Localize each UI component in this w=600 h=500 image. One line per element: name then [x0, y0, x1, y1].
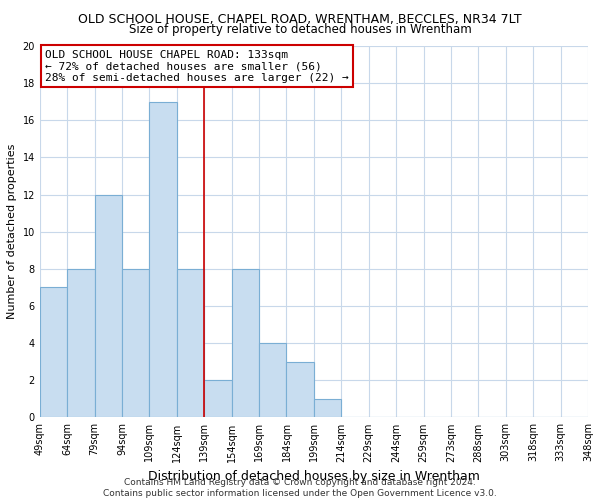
Bar — [95, 194, 122, 418]
Text: Size of property relative to detached houses in Wrentham: Size of property relative to detached ho… — [128, 22, 472, 36]
Text: OLD SCHOOL HOUSE, CHAPEL ROAD, WRENTHAM, BECCLES, NR34 7LT: OLD SCHOOL HOUSE, CHAPEL ROAD, WRENTHAM,… — [78, 12, 522, 26]
Y-axis label: Number of detached properties: Number of detached properties — [7, 144, 17, 320]
Bar — [122, 269, 149, 418]
Bar — [286, 362, 314, 418]
Bar — [314, 399, 341, 417]
Text: Contains HM Land Registry data © Crown copyright and database right 2024.
Contai: Contains HM Land Registry data © Crown c… — [103, 478, 497, 498]
Bar — [259, 343, 286, 417]
Bar — [67, 269, 95, 418]
Bar — [40, 288, 67, 418]
Bar — [149, 102, 177, 417]
Bar — [204, 380, 232, 418]
Bar — [177, 269, 204, 418]
Bar — [232, 269, 259, 418]
X-axis label: Distribution of detached houses by size in Wrentham: Distribution of detached houses by size … — [148, 470, 480, 483]
Text: OLD SCHOOL HOUSE CHAPEL ROAD: 133sqm
← 72% of detached houses are smaller (56)
2: OLD SCHOOL HOUSE CHAPEL ROAD: 133sqm ← 7… — [45, 50, 349, 83]
